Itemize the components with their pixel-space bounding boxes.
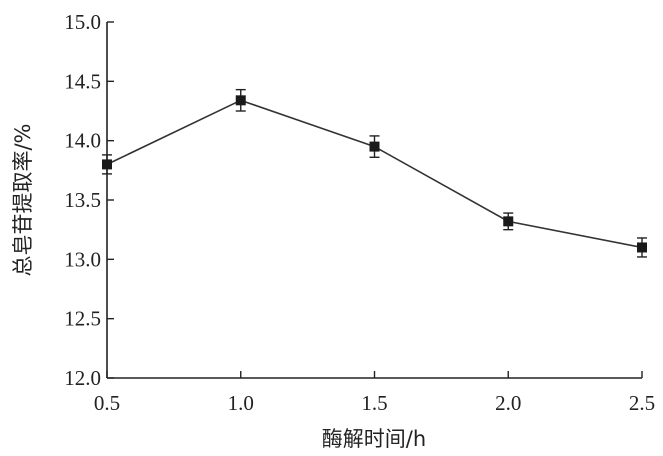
axes (106, 22, 642, 379)
x-tick-label: 1.5 (361, 391, 387, 415)
y-ticks: 12.0 12.5 13.0 13.5 14.0 14.5 15.0 (64, 10, 114, 390)
data-point (503, 216, 514, 227)
x-tick-label: 2.0 (495, 391, 521, 415)
y-axis-title: 总皂苷提取率/% (11, 123, 35, 276)
data-point (102, 159, 112, 170)
series (102, 88, 647, 258)
x-tick-label: 2.5 (629, 391, 655, 415)
series-line (106, 99, 643, 249)
y-tick-label: 13.0 (64, 247, 101, 271)
y-tick-label: 13.5 (64, 188, 101, 212)
y-tick-label: 15.0 (64, 10, 101, 34)
x-tick-label: 0.5 (94, 391, 120, 415)
x-tick-label: 1.0 (228, 391, 254, 415)
y-tick-label: 14.5 (64, 69, 101, 93)
data-point (369, 141, 380, 152)
x-ticks: 0.5 1.0 1.5 2.0 2.5 (94, 371, 655, 415)
x-axis-title: 酶解时间/h (322, 427, 426, 451)
y-tick-label: 14.0 (64, 129, 101, 153)
y-tick-label: 12.5 (64, 307, 101, 331)
data-point (637, 242, 647, 253)
data-point (235, 95, 246, 106)
y-tick-label: 12.0 (64, 366, 101, 390)
